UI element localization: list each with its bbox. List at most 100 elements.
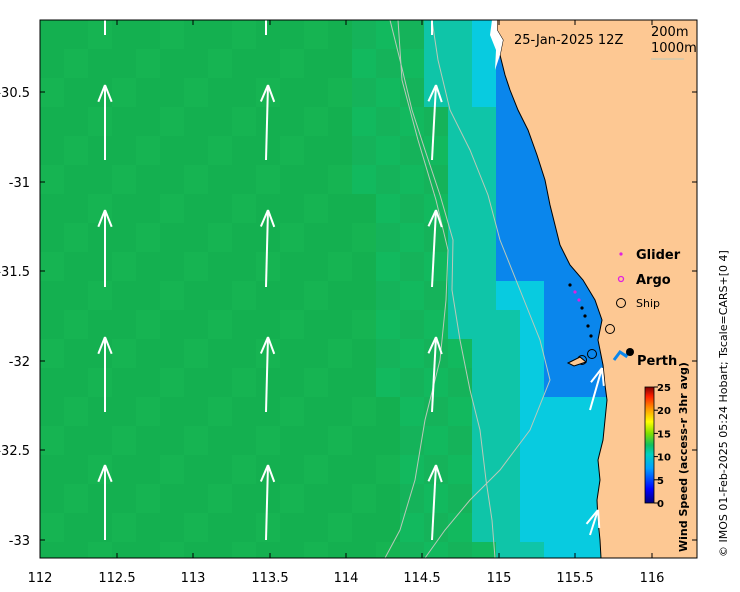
wind-speed-cell	[64, 194, 88, 223]
wind-speed-cell	[280, 513, 304, 542]
wind-speed-cell	[64, 49, 88, 78]
wind-speed-cell	[376, 194, 400, 223]
credit-text: © IMOS 01-Feb-2025 05:24 Hobart; Tscale=…	[717, 250, 730, 557]
wind-speed-cell	[568, 542, 592, 558]
wind-speed-cell	[520, 542, 544, 558]
wind-speed-cell	[424, 513, 448, 542]
wind-speed-cell	[304, 49, 328, 78]
wind-speed-cell	[280, 281, 304, 310]
wind-speed-cell	[304, 310, 328, 339]
wind-speed-cell	[448, 484, 472, 513]
wind-speed-cell	[88, 20, 112, 49]
wind-speed-cell	[352, 542, 376, 558]
y-tick-label: -32	[9, 355, 30, 370]
wind-speed-cell	[40, 426, 64, 455]
wind-speed-cell	[352, 339, 376, 368]
colorbar-tick-label: 10	[657, 453, 671, 464]
wind-speed-cell	[448, 136, 472, 165]
wind-speed-cell	[136, 426, 160, 455]
wind-speed-cell	[256, 49, 280, 78]
wind-speed-cell	[352, 281, 376, 310]
wind-speed-cell	[496, 223, 520, 252]
wind-speed-cell	[232, 281, 256, 310]
wind-speed-cell	[160, 513, 184, 542]
wind-speed-cell	[112, 368, 136, 397]
wind-speed-cell	[448, 20, 472, 49]
wind-speed-cell	[208, 310, 232, 339]
ship-marker	[587, 349, 597, 359]
wind-speed-cell	[88, 281, 112, 310]
wind-speed-cell	[352, 194, 376, 223]
wind-speed-cell	[256, 513, 280, 542]
x-tick-label: 112	[28, 571, 53, 586]
wind-speed-cell	[448, 223, 472, 252]
wind-speed-cell	[472, 281, 496, 310]
wind-speed-cell	[64, 368, 88, 397]
wind-speed-cell	[208, 78, 232, 107]
wind-speed-cell	[544, 426, 568, 455]
wind-speed-cell	[88, 542, 112, 558]
wind-speed-cell	[232, 165, 256, 194]
wind-speed-cell	[424, 136, 448, 165]
wind-speed-cell	[136, 484, 160, 513]
wind-speed-cell	[280, 368, 304, 397]
wind-speed-cell	[184, 20, 208, 49]
wind-speed-cell	[448, 165, 472, 194]
wind-speed-cell	[376, 136, 400, 165]
wind-speed-cell	[184, 368, 208, 397]
wind-speed-cell	[208, 368, 232, 397]
wind-speed-cell	[472, 397, 496, 426]
wind-speed-cell	[184, 542, 208, 558]
wind-speed-cell	[472, 484, 496, 513]
wind-speed-cell	[472, 49, 496, 78]
wind-speed-cell	[232, 223, 256, 252]
wind-speed-cell	[184, 339, 208, 368]
ship-marker	[605, 324, 615, 334]
wind-speed-cell	[448, 194, 472, 223]
contour-label-1000m: 1000m	[651, 41, 697, 56]
wind-speed-cell	[208, 194, 232, 223]
wind-speed-cell	[304, 542, 328, 558]
wind-speed-cell	[232, 455, 256, 484]
x-tick-label: 115.5	[556, 571, 593, 586]
wind-speed-cell	[376, 252, 400, 281]
wind-speed-cell	[472, 194, 496, 223]
wind-speed-cell	[496, 339, 520, 368]
wind-speed-cell	[112, 310, 136, 339]
wind-speed-cell	[496, 107, 520, 136]
colorbar-tick-label: 5	[657, 476, 664, 487]
wind-speed-cell	[40, 107, 64, 136]
y-tick-label: -31	[9, 176, 30, 191]
wind-speed-cell	[472, 136, 496, 165]
wind-speed-cell	[400, 310, 424, 339]
wind-speed-cell	[568, 368, 592, 397]
wind-speed-cell	[328, 252, 352, 281]
wind-speed-cell	[40, 252, 64, 281]
ship-legend-label: Ship	[636, 297, 660, 310]
wind-speed-cell	[112, 165, 136, 194]
wind-speed-cell	[352, 49, 376, 78]
wind-arrow	[97, 84, 113, 160]
wind-speed-cell	[424, 49, 448, 78]
wind-speed-cell	[496, 513, 520, 542]
wind-speed-cell	[448, 252, 472, 281]
wind-speed-cell	[304, 165, 328, 194]
wind-speed-cell	[184, 310, 208, 339]
wind-speed-cell	[280, 78, 304, 107]
wind-speed-cell	[112, 397, 136, 426]
wind-speed-cell	[304, 426, 328, 455]
wind-speed-cell	[64, 252, 88, 281]
wind-speed-cell	[136, 194, 160, 223]
wind-speed-cell	[160, 20, 184, 49]
y-tick-label: -33	[9, 534, 30, 549]
wind-speed-cell	[160, 310, 184, 339]
wind-speed-cell	[64, 542, 88, 558]
wind-speed-cell	[520, 223, 544, 252]
wind-speed-cell	[328, 542, 352, 558]
wind-speed-cell	[136, 20, 160, 49]
wind-speed-cell	[352, 426, 376, 455]
wind-speed-cell	[376, 397, 400, 426]
wind-speed-cell	[472, 107, 496, 136]
wind-speed-cell	[112, 281, 136, 310]
